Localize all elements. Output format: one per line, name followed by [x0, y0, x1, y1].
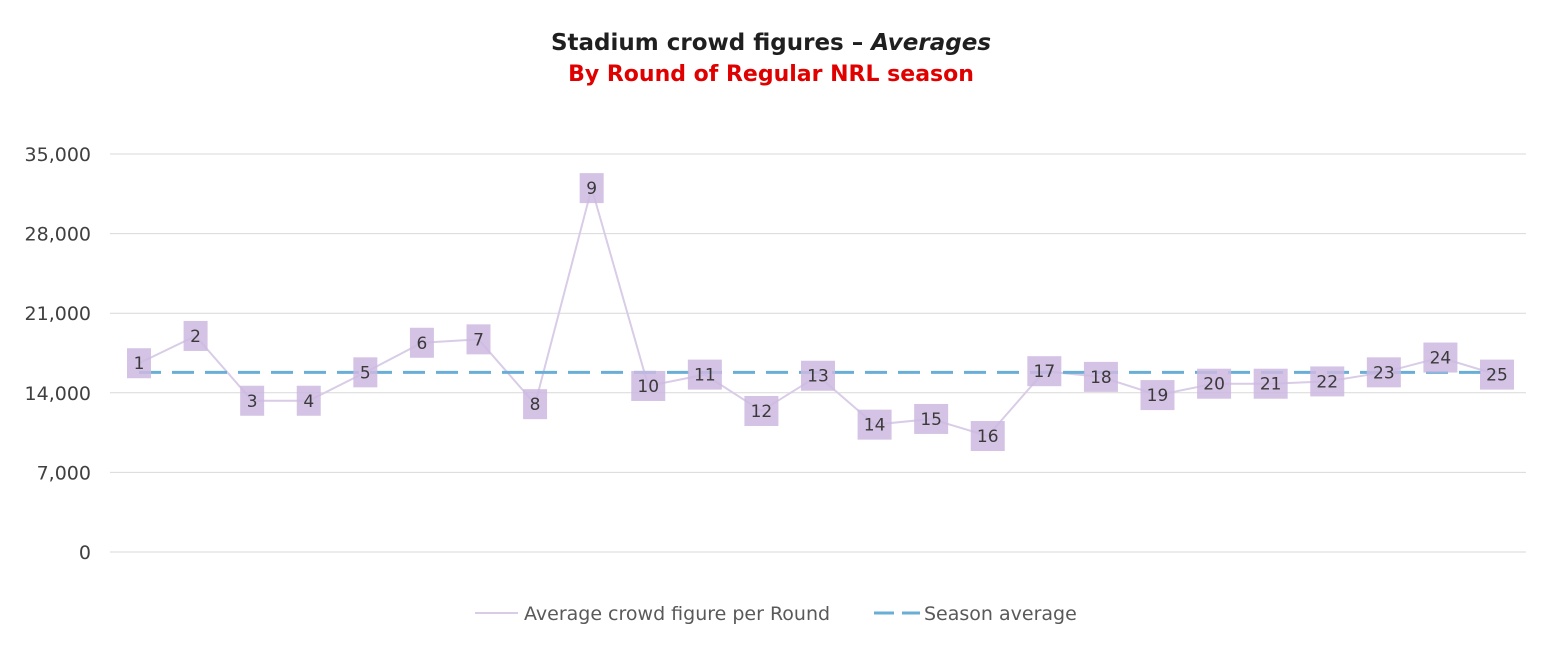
data-point-label: 21	[1260, 375, 1282, 395]
data-point-label: 1	[134, 354, 145, 374]
data-point-label: 20	[1203, 375, 1225, 395]
data-point-marker	[857, 409, 892, 440]
data-point-label: 7	[473, 330, 484, 350]
y-tick-label: 21,000	[25, 303, 91, 325]
data-point-marker	[631, 370, 666, 401]
chart-title: Stadium crowd figures – Averages	[0, 30, 1542, 56]
data-point-marker	[1197, 368, 1232, 399]
data-point-marker	[914, 403, 949, 434]
data-point-label: 4	[303, 392, 314, 412]
chart-title-emphasis: Averages	[871, 30, 992, 56]
data-point-label: 17	[1034, 362, 1056, 382]
data-point-label: 16	[977, 427, 999, 447]
legend-label-average-crowd: Average crowd figure per Round	[524, 603, 830, 625]
y-tick-label: 0	[79, 542, 91, 564]
legend-label-season-average: Season average	[924, 603, 1077, 625]
data-point-marker	[687, 359, 722, 390]
data-point-label: 8	[530, 395, 541, 415]
data-point-label: 22	[1316, 372, 1338, 392]
data-point-marker	[296, 385, 321, 416]
data-point-label: 23	[1373, 363, 1395, 383]
y-tick-label: 35,000	[25, 144, 91, 166]
data-point-marker	[466, 324, 491, 355]
data-point-label: 24	[1430, 349, 1452, 369]
data-point-label: 5	[360, 363, 371, 383]
data-point-marker	[1027, 356, 1062, 387]
data-point-label: 13	[807, 367, 829, 387]
data-point-label: 18	[1090, 368, 1112, 388]
data-point-label: 25	[1486, 366, 1508, 386]
data-point-marker	[1083, 361, 1118, 392]
data-point-label: 14	[864, 416, 886, 436]
y-tick-label: 7,000	[37, 462, 91, 484]
y-tick-label: 14,000	[25, 383, 91, 405]
data-point-marker	[801, 360, 835, 391]
data-point-marker	[1366, 357, 1401, 388]
data-point-marker	[1140, 380, 1175, 411]
data-point-marker	[1480, 359, 1514, 390]
data-point-label: 10	[637, 377, 659, 397]
data-point-marker	[970, 421, 1005, 452]
data-point-marker	[523, 389, 548, 420]
data-point-label: 9	[586, 179, 597, 199]
data-point-marker	[183, 320, 208, 351]
y-tick-label: 28,000	[25, 224, 91, 246]
data-point-marker	[579, 173, 604, 204]
data-point-marker	[744, 395, 779, 426]
data-point-label: 6	[417, 334, 428, 354]
chart-title-text: Stadium crowd figures –	[550, 30, 864, 56]
data-point-label: 19	[1147, 386, 1169, 406]
series-line-average-crowd	[138, 184, 1498, 438]
chart-subtitle: By Round of Regular NRL season	[568, 62, 974, 87]
data-point-marker	[353, 357, 378, 388]
data-point-marker	[1423, 342, 1458, 373]
data-point-label: 2	[190, 327, 201, 347]
data-point-marker	[127, 348, 151, 379]
data-point-marker	[240, 385, 265, 416]
data-point-label: 11	[694, 366, 716, 386]
data-point-label: 3	[247, 392, 258, 412]
data-point-label: 15	[920, 410, 942, 430]
data-point-label: 12	[751, 402, 773, 422]
data-point-marker	[1310, 366, 1345, 397]
data-point-marker	[1253, 368, 1288, 399]
data-point-marker	[409, 327, 434, 358]
